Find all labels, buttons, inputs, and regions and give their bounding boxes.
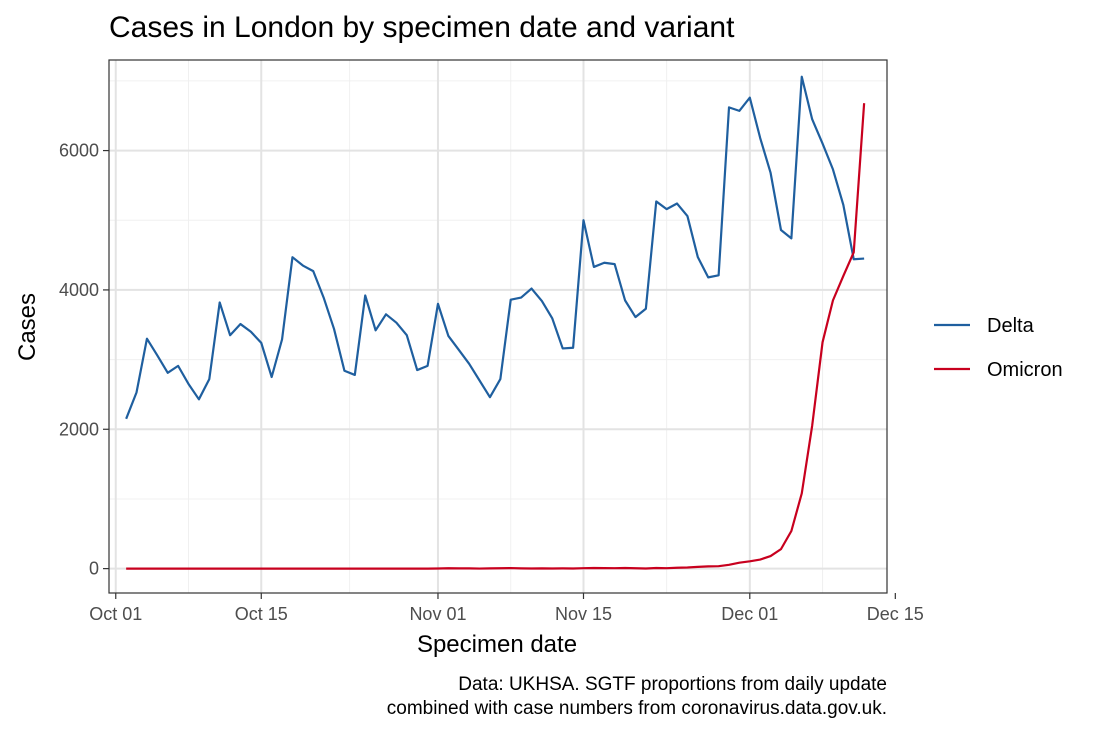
series-lines [125,75,866,570]
chart-title: Cases in London by specimen date and var… [109,11,735,44]
x-tick-label: Dec 01 [721,604,778,624]
caption-line-1: Data: UKHSA. SGTF proportions from daily… [458,674,887,695]
y-tick-label: 2000 [59,419,99,439]
minor-gridlines [109,60,887,593]
y-tick-label: 4000 [59,280,99,300]
y-axis-ticks: 0 2000 4000 6000 [59,141,109,579]
x-tick-label: Nov 15 [555,604,612,624]
plot-border [108,59,888,594]
legend-label-omicron: Omicron [987,359,1063,381]
y-tick-label: 0 [89,559,99,579]
y-tick-label: 6000 [59,141,99,161]
legend: Delta Omicron [934,315,1063,381]
x-tick-label: Oct 01 [89,604,142,624]
x-axis-ticks: Oct 01 Oct 15 Nov 01 Nov 15 Dec 01 Dec 15 [89,593,924,624]
series-line-delta [125,75,865,420]
y-axis-title: Cases [14,293,41,361]
x-tick-label: Oct 15 [235,604,288,624]
x-axis-title: Specimen date [417,631,577,658]
legend-label-delta: Delta [987,315,1035,337]
caption-line-2: combined with case numbers from coronavi… [387,698,887,719]
series-line-omicron [126,103,866,570]
x-tick-label: Nov 01 [409,604,466,624]
plot-panel [109,60,887,593]
major-gridlines [109,60,887,593]
x-tick-label: Dec 15 [867,604,924,624]
